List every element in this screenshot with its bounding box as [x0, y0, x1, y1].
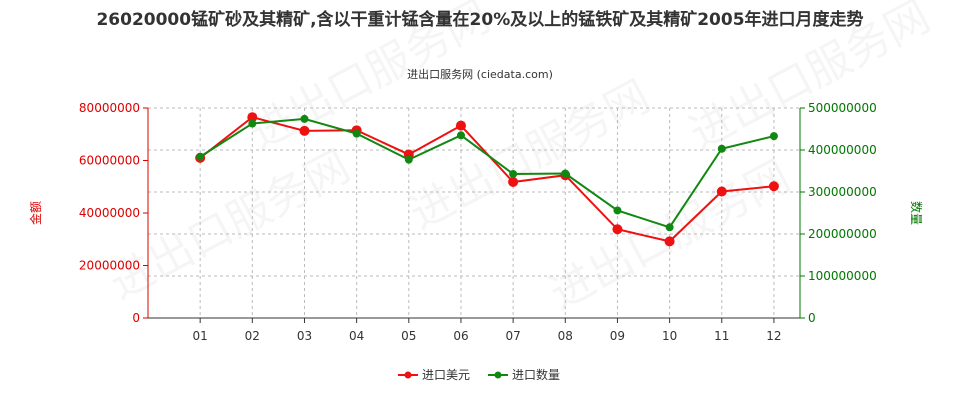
series-usd-point [716, 186, 727, 197]
series-layer [195, 112, 779, 247]
series-qty-point [509, 169, 518, 178]
x-tick-label: 12 [766, 329, 781, 343]
right-tick-label: 200000000 [808, 227, 877, 241]
legend-marker-usd [404, 371, 412, 379]
right-axis-ticks: 0 100000000 200000000 300000000 400000000 500… [800, 101, 877, 325]
legend-marker-qty [494, 371, 502, 379]
right-tick-label: 400000000 [808, 143, 877, 157]
x-tick-label: 08 [558, 329, 573, 343]
left-axis-title: 金额 [28, 201, 43, 225]
left-tick-label: 80000000 [79, 101, 140, 115]
chart-title: 26020000锰矿砂及其精矿,含以干重计锰含量在20%及以上的锰铁矿及其精矿2… [96, 10, 864, 30]
x-tick-label: 07 [505, 329, 520, 343]
left-axis-ticks: 0 20000000 40000000 60000000 80000000 [79, 101, 148, 325]
chart-subtitle: 进出口服务网 (ciedata.com) [407, 68, 553, 81]
series-usd-point [612, 224, 623, 235]
series-qty-point [196, 152, 205, 161]
left-tick-label: 40000000 [79, 206, 140, 220]
right-tick-label: 100000000 [808, 269, 877, 283]
series-usd-point [455, 120, 466, 131]
series-qty-point [300, 114, 309, 123]
left-tick-label: 20000000 [79, 259, 140, 273]
x-tick-label: 02 [245, 329, 260, 343]
left-tick-label: 60000000 [79, 154, 140, 168]
series-usd-point [299, 125, 310, 136]
watermark-text: 进出口服务网 [681, 0, 938, 160]
legend: 进口美元 进口数量 [398, 367, 560, 382]
series-qty-line [199, 117, 775, 229]
right-tick-label: 500000000 [808, 101, 877, 115]
series-qty-point [769, 132, 778, 141]
left-tick-label: 0 [132, 311, 140, 325]
series-qty-point [561, 169, 570, 178]
series-qty-point [613, 206, 622, 215]
x-tick-label: 05 [401, 329, 416, 343]
right-axis-title: 数量 [909, 201, 924, 225]
series-qty-point [717, 144, 726, 153]
legend-label-usd: 进口美元 [422, 368, 470, 382]
right-tick-label: 0 [808, 311, 816, 325]
x-tick-label: 01 [193, 329, 208, 343]
series-qty-point [404, 155, 413, 164]
x-tick-label: 03 [297, 329, 312, 343]
legend-label-qty: 进口数量 [512, 367, 560, 382]
grid-lines [148, 107, 800, 318]
x-tick-label: 09 [610, 329, 625, 343]
series-usd-point [508, 177, 519, 188]
series-qty-point [456, 131, 465, 140]
x-tick-label: 10 [662, 329, 677, 343]
x-tick-label: 04 [349, 329, 364, 343]
series-usd-point [247, 112, 258, 123]
x-tick-label: 06 [453, 329, 468, 343]
series-usd-point [768, 181, 779, 192]
series-usd-point [664, 236, 675, 247]
x-axis-ticks: 01 02 03 04 05 06 07 08 09 10 11 12 [193, 318, 782, 343]
series-qty-point [352, 129, 361, 138]
right-tick-label: 300000000 [808, 185, 877, 199]
series-qty-point [248, 119, 257, 128]
series-qty-point [665, 223, 674, 232]
x-tick-label: 11 [714, 329, 729, 343]
watermark-text: 进出口服务网 [401, 71, 658, 240]
